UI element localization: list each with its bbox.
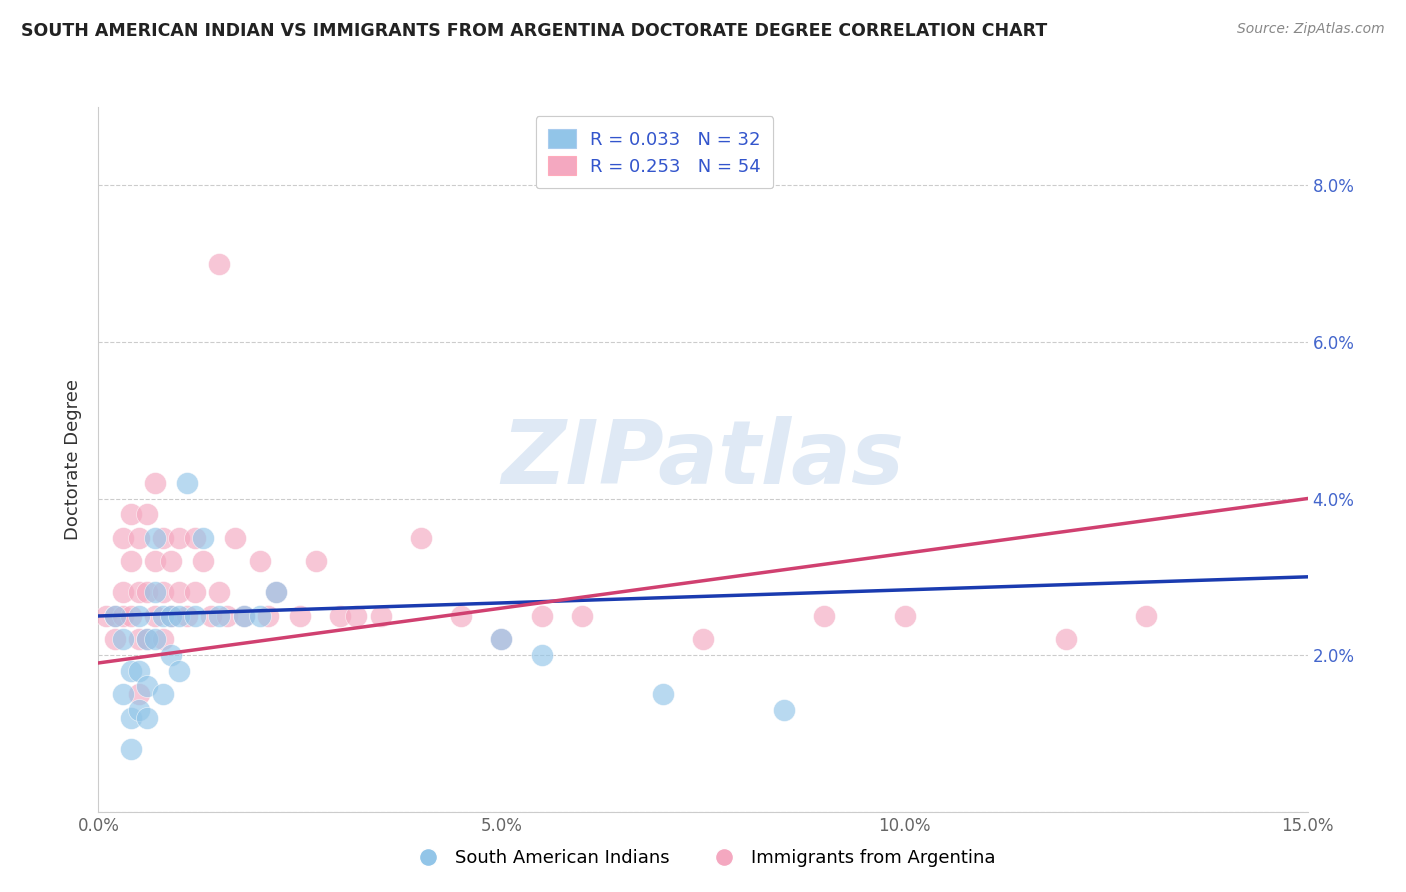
Point [135, 507, 157, 521]
Point [224, 531, 246, 545]
Point [1054, 632, 1077, 647]
Point [256, 609, 278, 624]
Legend: South American Indians, Immigrants from Argentina: South American Indians, Immigrants from … [404, 842, 1002, 874]
Point [370, 609, 392, 624]
Point [217, 609, 239, 624]
Point [893, 609, 915, 624]
Point [450, 609, 472, 624]
Point [111, 609, 134, 624]
Point [120, 609, 142, 624]
Point [409, 531, 432, 545]
Point [692, 632, 714, 647]
Text: ZIPatlas: ZIPatlas [502, 416, 904, 503]
Point [128, 585, 150, 599]
Point [152, 632, 174, 647]
Point [200, 609, 222, 624]
Point [208, 609, 231, 624]
Point [160, 609, 183, 624]
Point [530, 648, 553, 662]
Point [111, 687, 134, 701]
Point [128, 703, 150, 717]
Point [103, 632, 125, 647]
Point [193, 531, 215, 545]
Point [167, 531, 190, 545]
Point [120, 711, 142, 725]
Point [103, 609, 125, 624]
Point [176, 609, 198, 624]
Point [167, 609, 190, 624]
Point [249, 609, 271, 624]
Point [152, 531, 174, 545]
Point [249, 554, 271, 568]
Point [111, 585, 134, 599]
Point [120, 507, 142, 521]
Point [344, 609, 367, 624]
Point [167, 585, 190, 599]
Point [571, 609, 593, 624]
Point [264, 585, 287, 599]
Point [184, 609, 207, 624]
Point [184, 585, 207, 599]
Point [143, 531, 166, 545]
Point [651, 687, 673, 701]
Point [111, 531, 134, 545]
Point [120, 742, 142, 756]
Point [176, 475, 198, 490]
Text: SOUTH AMERICAN INDIAN VS IMMIGRANTS FROM ARGENTINA DOCTORATE DEGREE CORRELATION : SOUTH AMERICAN INDIAN VS IMMIGRANTS FROM… [21, 22, 1047, 40]
Point [128, 531, 150, 545]
Point [193, 554, 215, 568]
Point [329, 609, 352, 624]
Point [208, 257, 231, 271]
Point [96, 609, 118, 624]
Point [120, 664, 142, 678]
Point [143, 632, 166, 647]
Point [143, 554, 166, 568]
Point [128, 632, 150, 647]
Point [135, 632, 157, 647]
Text: Source: ZipAtlas.com: Source: ZipAtlas.com [1237, 22, 1385, 37]
Point [143, 475, 166, 490]
Point [128, 664, 150, 678]
Point [152, 609, 174, 624]
Point [135, 680, 157, 694]
Legend: R = 0.033   N = 32, R = 0.253   N = 54: R = 0.033 N = 32, R = 0.253 N = 54 [536, 116, 773, 188]
Point [135, 585, 157, 599]
Point [530, 609, 553, 624]
Point [152, 687, 174, 701]
Point [143, 609, 166, 624]
Point [167, 664, 190, 678]
Point [160, 648, 183, 662]
Point [491, 632, 513, 647]
Point [128, 609, 150, 624]
Point [135, 632, 157, 647]
Point [184, 531, 207, 545]
Point [264, 585, 287, 599]
Point [232, 609, 254, 624]
Point [305, 554, 328, 568]
Point [160, 609, 183, 624]
Point [111, 632, 134, 647]
Point [491, 632, 513, 647]
Point [813, 609, 835, 624]
Point [103, 609, 125, 624]
Point [1135, 609, 1157, 624]
Point [288, 609, 311, 624]
Point [772, 703, 794, 717]
Point [120, 554, 142, 568]
Point [208, 585, 231, 599]
Point [160, 554, 183, 568]
Point [143, 585, 166, 599]
Point [135, 711, 157, 725]
Point [232, 609, 254, 624]
Point [152, 585, 174, 599]
Point [128, 687, 150, 701]
Y-axis label: Doctorate Degree: Doctorate Degree [65, 379, 83, 540]
